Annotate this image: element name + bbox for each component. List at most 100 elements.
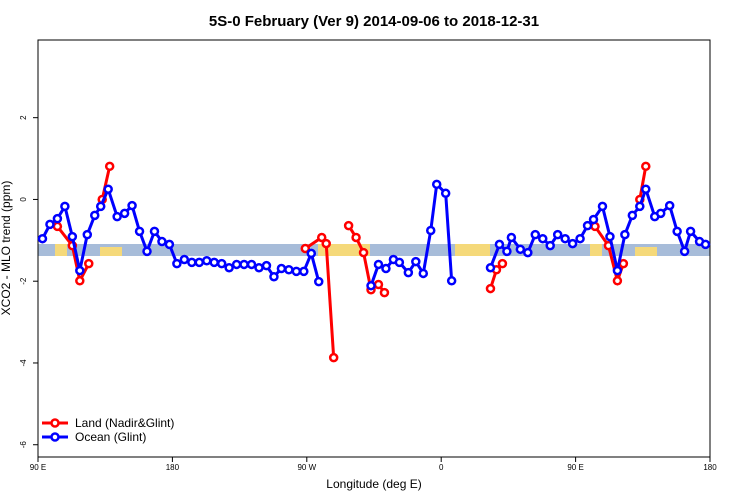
y-tick-label: -2 bbox=[19, 277, 28, 285]
legend-label: Ocean (Glint) bbox=[75, 430, 146, 444]
point bbox=[45, 219, 55, 230]
map-strip bbox=[38, 244, 710, 256]
legend-label: Land (Nadir&Glint) bbox=[75, 416, 174, 430]
point bbox=[216, 258, 227, 269]
point bbox=[545, 240, 555, 251]
point bbox=[373, 259, 384, 270]
legend-marker bbox=[50, 418, 60, 428]
point bbox=[37, 233, 48, 244]
point bbox=[239, 259, 249, 270]
point bbox=[418, 268, 429, 279]
land-strip bbox=[318, 244, 370, 256]
point bbox=[89, 210, 100, 221]
legend-marker bbox=[50, 432, 60, 442]
point bbox=[60, 201, 70, 212]
y-tick-label: -4 bbox=[19, 359, 28, 367]
point bbox=[381, 263, 391, 274]
point bbox=[112, 211, 122, 222]
point bbox=[655, 208, 666, 219]
ocean-strip bbox=[38, 244, 710, 256]
point bbox=[164, 239, 175, 250]
point bbox=[373, 279, 384, 290]
point bbox=[567, 238, 578, 249]
point bbox=[127, 200, 137, 211]
point bbox=[582, 220, 593, 231]
point bbox=[306, 248, 317, 259]
point bbox=[187, 257, 197, 268]
point bbox=[431, 179, 442, 190]
point bbox=[95, 201, 106, 212]
point bbox=[343, 220, 354, 231]
point bbox=[75, 265, 85, 276]
point bbox=[635, 201, 645, 212]
point bbox=[75, 276, 85, 286]
x-tick-label: 90 E bbox=[30, 463, 46, 472]
point bbox=[494, 239, 505, 250]
point bbox=[276, 263, 287, 274]
point bbox=[103, 184, 113, 194]
point bbox=[179, 254, 190, 265]
point bbox=[506, 232, 517, 243]
point bbox=[552, 229, 563, 240]
point bbox=[502, 246, 512, 257]
point bbox=[328, 352, 339, 363]
point bbox=[149, 226, 160, 237]
point bbox=[672, 226, 682, 237]
point bbox=[231, 259, 242, 270]
point bbox=[575, 233, 585, 244]
x-axis-label: Longitude (deg E) bbox=[326, 477, 421, 491]
point bbox=[67, 231, 78, 242]
point bbox=[84, 258, 94, 269]
point bbox=[403, 267, 414, 278]
point bbox=[209, 257, 219, 268]
point bbox=[485, 283, 496, 294]
point bbox=[588, 214, 599, 225]
point bbox=[515, 244, 526, 255]
point bbox=[313, 276, 324, 287]
land-strip bbox=[100, 247, 122, 256]
point bbox=[537, 233, 548, 244]
point bbox=[605, 231, 615, 242]
point bbox=[560, 233, 570, 244]
y-tick-label: 0 bbox=[19, 197, 28, 202]
x-tick-label: 180 bbox=[166, 463, 180, 472]
point bbox=[291, 266, 302, 277]
point bbox=[52, 221, 63, 232]
x-tick-label: 180 bbox=[703, 463, 717, 472]
point bbox=[641, 161, 651, 172]
point bbox=[261, 260, 272, 271]
y-tick-label: -6 bbox=[19, 441, 28, 449]
point bbox=[142, 246, 152, 257]
series-line bbox=[56, 165, 648, 358]
point bbox=[316, 232, 327, 243]
point bbox=[700, 239, 711, 250]
point bbox=[485, 262, 496, 273]
point bbox=[523, 247, 533, 258]
point bbox=[411, 256, 421, 267]
x-tick-label: 0 bbox=[439, 463, 444, 472]
point bbox=[254, 262, 264, 273]
x-tick-label: 90 W bbox=[297, 463, 316, 472]
point bbox=[194, 257, 205, 268]
point bbox=[366, 280, 376, 291]
point bbox=[52, 213, 63, 224]
x-tick-label: 90 E bbox=[567, 463, 583, 472]
point bbox=[641, 184, 651, 194]
point bbox=[440, 188, 451, 199]
point bbox=[246, 259, 257, 270]
point bbox=[358, 247, 369, 258]
point bbox=[627, 210, 638, 221]
point bbox=[679, 246, 690, 257]
plot-frame bbox=[37, 39, 711, 458]
point bbox=[620, 229, 630, 240]
point bbox=[618, 258, 629, 269]
land-strip bbox=[55, 244, 67, 256]
point bbox=[201, 256, 212, 266]
point bbox=[224, 262, 234, 273]
point bbox=[134, 226, 145, 237]
chart-title: 5S-0 February (Ver 9) 2014-09-06 to 2018… bbox=[209, 13, 539, 30]
point bbox=[394, 257, 405, 268]
point bbox=[351, 232, 361, 243]
point bbox=[664, 200, 675, 211]
